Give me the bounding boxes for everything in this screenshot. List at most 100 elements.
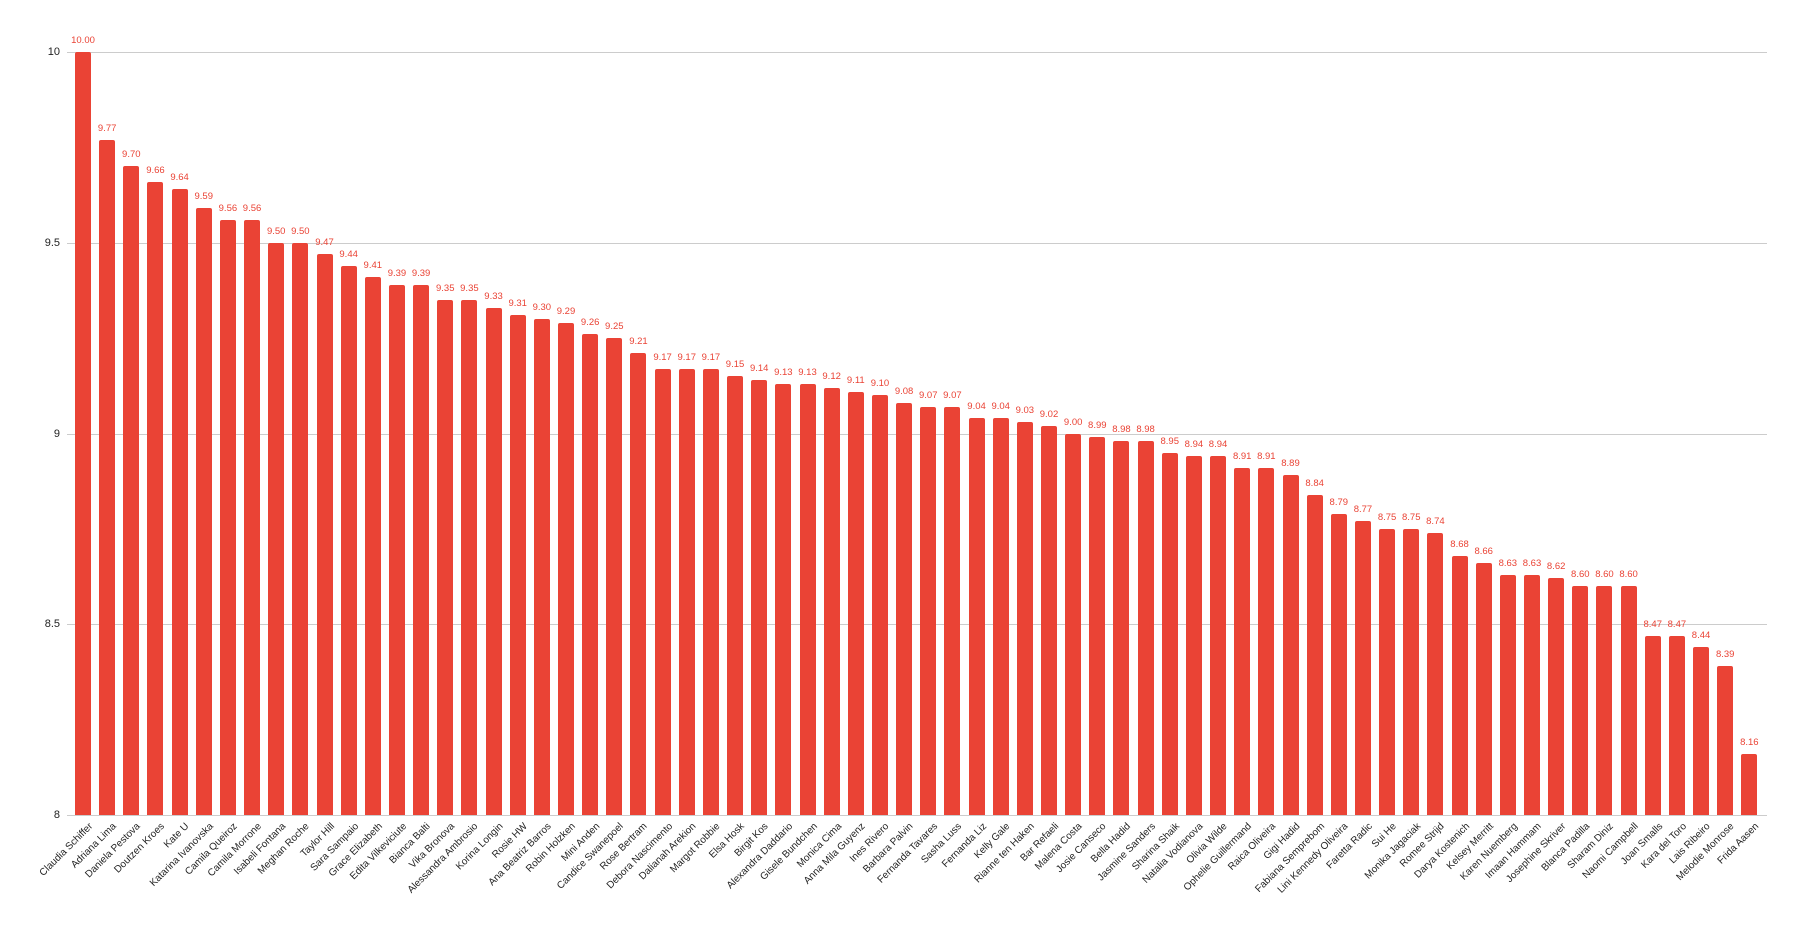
- data-label: 8.94: [1208, 439, 1228, 451]
- bar: [1548, 578, 1565, 815]
- bar: [1089, 437, 1106, 815]
- data-label: 8.99: [1088, 420, 1107, 432]
- data-label: 9.35: [436, 282, 455, 294]
- data-label: 10.00: [71, 35, 95, 46]
- data-label: 8.75: [1402, 511, 1421, 523]
- data-label: 9.30: [532, 302, 552, 314]
- data-label: 8.68: [1450, 538, 1469, 550]
- bar: [702, 368, 719, 815]
- bar: [437, 299, 454, 815]
- data-label: 8.66: [1474, 546, 1493, 558]
- data-label: 8.98: [1136, 424, 1155, 436]
- data-label: 9.56: [242, 202, 262, 214]
- bar: [1161, 452, 1178, 815]
- bar: [268, 242, 285, 815]
- bar: [75, 52, 91, 815]
- data-label: 8.63: [1498, 557, 1518, 569]
- bar: [1065, 433, 1082, 815]
- data-label: 8.60: [1619, 569, 1638, 581]
- bar: [1379, 528, 1396, 815]
- bar: [920, 406, 937, 815]
- bar: [992, 418, 1009, 815]
- bar: [316, 254, 333, 815]
- data-label: 9.15: [725, 359, 745, 371]
- gridline: [67, 815, 1767, 816]
- y-axis-tick-label: 9: [53, 427, 60, 440]
- bar: [630, 353, 647, 815]
- data-label: 9.21: [629, 336, 648, 348]
- data-label: 8.91: [1257, 450, 1276, 462]
- data-label: 9.39: [411, 267, 431, 279]
- data-label: 9.17: [701, 351, 721, 363]
- bar: [1234, 467, 1251, 815]
- data-label: 9.29: [556, 305, 576, 317]
- bar: [1620, 586, 1637, 815]
- data-label: 8.39: [1715, 649, 1735, 661]
- data-label: 9.26: [580, 317, 600, 329]
- data-label: 9.17: [653, 351, 672, 363]
- bar: [1524, 574, 1540, 815]
- data-label: 9.04: [967, 401, 986, 413]
- bar: [1693, 647, 1710, 815]
- bar: [1668, 635, 1685, 815]
- bar: [413, 284, 430, 815]
- bar: [1330, 513, 1347, 815]
- bar: [896, 402, 913, 815]
- data-label: 9.35: [460, 282, 479, 294]
- y-axis-tick-label: 8: [53, 809, 60, 821]
- bar: [1258, 467, 1275, 815]
- gridline: [67, 434, 1767, 435]
- data-label: 9.04: [991, 401, 1010, 413]
- y-axis-tick-label: 8.5: [44, 618, 60, 631]
- data-label: 8.74: [1426, 515, 1445, 527]
- data-label: 9.70: [122, 149, 141, 161]
- bar: [1644, 635, 1661, 815]
- bar: [1717, 666, 1734, 815]
- data-label: 9.25: [605, 321, 624, 333]
- bar: [123, 166, 140, 815]
- gridline: [67, 52, 1767, 53]
- data-label: 9.07: [943, 389, 962, 401]
- data-label: 9.66: [146, 164, 165, 176]
- data-label: 9.13: [798, 366, 817, 378]
- bar: [364, 277, 381, 815]
- bar: [244, 219, 261, 815]
- bar: [1041, 425, 1057, 815]
- bar: [582, 334, 599, 815]
- data-label: 8.98: [1112, 424, 1131, 436]
- bar: [727, 376, 744, 815]
- bar: [1427, 532, 1444, 815]
- bar: [1282, 475, 1299, 815]
- bar: [1016, 422, 1033, 815]
- data-label: 8.95: [1160, 435, 1180, 447]
- data-label: 8.79: [1329, 496, 1349, 508]
- data-label: 9.47: [315, 237, 334, 249]
- data-label: 8.47: [1643, 618, 1663, 630]
- bar: [388, 284, 405, 815]
- y-axis-tick-label: 10: [47, 46, 60, 58]
- bar: [823, 387, 840, 815]
- gridline: [67, 243, 1767, 244]
- data-label: 8.77: [1353, 504, 1373, 516]
- bar: [292, 242, 309, 815]
- bar: [799, 383, 816, 815]
- bar: [968, 418, 985, 815]
- bar: [871, 395, 888, 815]
- bar: [1137, 441, 1154, 815]
- bar: [751, 380, 768, 815]
- bar: [195, 208, 212, 815]
- bar: [485, 307, 502, 815]
- bar: [606, 338, 623, 815]
- data-label: 8.84: [1305, 477, 1324, 489]
- gridline: [67, 624, 1767, 625]
- data-label: 9.41: [363, 260, 383, 272]
- data-label: 9.77: [97, 122, 117, 134]
- bar: [775, 383, 792, 815]
- data-label: 9.44: [339, 248, 358, 260]
- data-label: 9.31: [508, 298, 527, 310]
- data-label: 9.33: [484, 290, 503, 302]
- bar: [1499, 574, 1516, 815]
- bar: [558, 322, 574, 815]
- bar: [461, 299, 478, 815]
